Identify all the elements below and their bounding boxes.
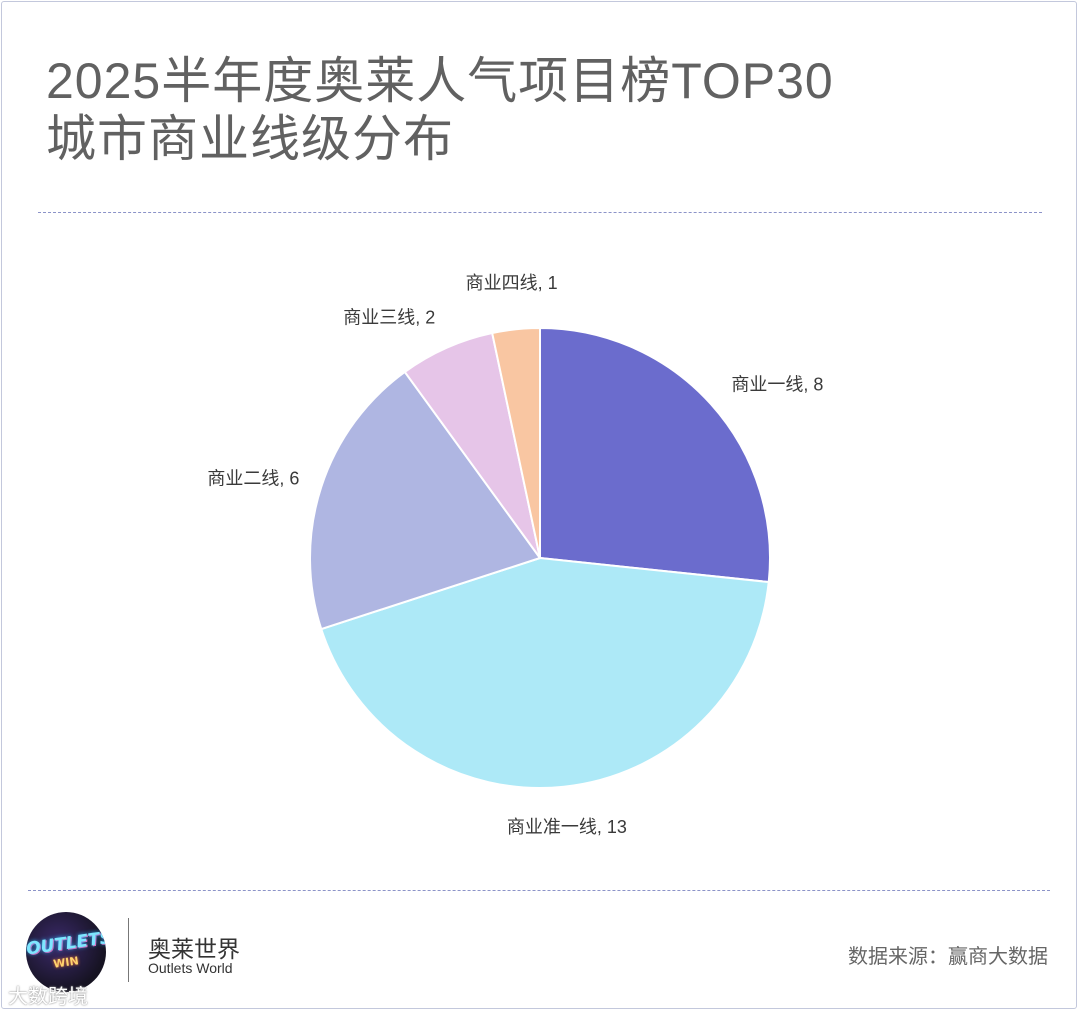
bottom-divider: [28, 890, 1050, 891]
pie-slices: [309, 326, 771, 789]
pie-chart: 商业一线, 8 商业准一线, 13 商业二线, 6 商业三线, 2 商业四线, 1: [207, 273, 823, 837]
chart-title: 2025半年度奥莱人气项目榜TOP30 城市商业线级分布: [46, 52, 834, 168]
top-divider: [38, 212, 1042, 213]
data-source: 数据来源：赢商大数据: [848, 946, 1048, 968]
brand-name-en: Outlets World: [148, 960, 233, 976]
pie-slice-5: [490, 326, 541, 559]
pie-labels: 商业一线, 8 商业准一线, 13 商业二线, 6 商业三线, 2 商业四线, 1: [207, 273, 823, 837]
slice-label-2: 商业准一线, 13: [507, 817, 627, 837]
slice-label-1: 商业一线, 8: [731, 374, 823, 394]
pie-slice-3: [309, 370, 542, 631]
pie-slice-2: [319, 556, 770, 789]
slice-label-3: 商业二线, 6: [207, 469, 299, 489]
slice-label-4: 商业三线, 2: [343, 307, 435, 327]
title-line-2: 城市商业线级分布: [46, 111, 454, 167]
slice-label-5: 商业四线, 1: [466, 273, 558, 293]
title-line-1: 2025半年度奥莱人气项目榜TOP30: [46, 53, 834, 109]
outlets-world-logo: OUTLETS WIN: [26, 912, 106, 992]
pie-slice-1: [539, 326, 771, 584]
logo-divider: [128, 918, 129, 982]
brand-name-cn: 奥莱世界: [148, 936, 240, 962]
watermark: 大数跨境: [8, 986, 88, 1008]
